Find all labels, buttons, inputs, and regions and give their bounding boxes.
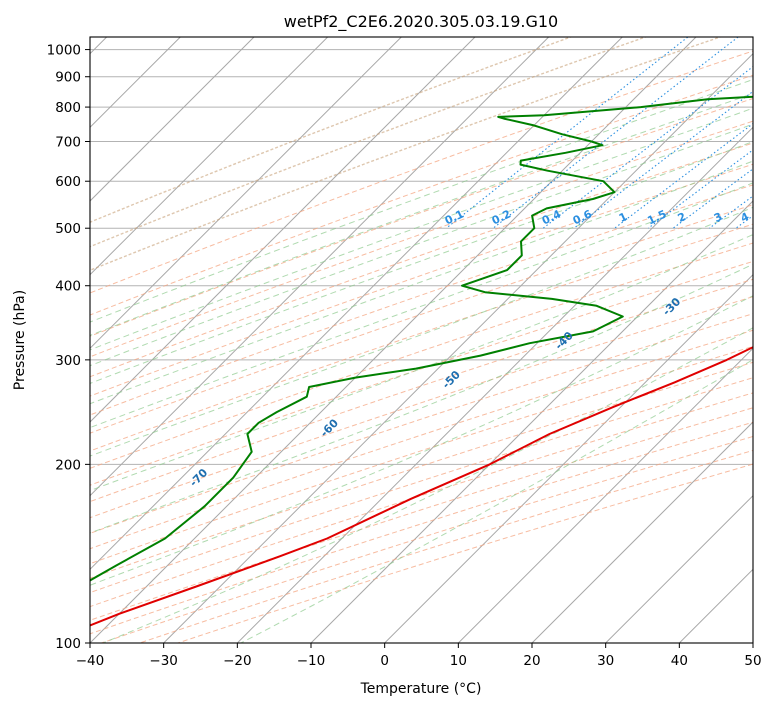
- dry-adiabat-line: [90, 260, 753, 486]
- x-tick-label: −30: [149, 653, 178, 669]
- dry-adiabat-line: [90, 242, 753, 469]
- y-tick-label: 700: [55, 134, 81, 150]
- dry-adiabat-line: [90, 223, 753, 452]
- moist-adiabat-line: [90, 206, 753, 457]
- chart-title: wetPf2_C2E6.2020.305.03.19.G10: [284, 12, 558, 32]
- dry-adiabat-line: [90, 392, 753, 608]
- isobar-grid: [90, 49, 753, 643]
- x-tick-label: −10: [297, 653, 326, 669]
- dry-adiabat-line: [90, 37, 573, 223]
- x-tick-label: 40: [671, 653, 688, 669]
- moist-adiabat-line: [90, 234, 753, 492]
- x-tick-label: 0: [380, 653, 389, 669]
- isotherm-line: [90, 37, 550, 497]
- dry-adiabat-line: [90, 313, 753, 534]
- y-tick-label: 100: [55, 636, 81, 652]
- dry-adiabat-line: [90, 377, 753, 594]
- isotherm-line: [605, 494, 753, 643]
- mixing-ratio-line: [445, 37, 689, 229]
- y-tick-label: 1000: [47, 43, 81, 59]
- isotherm-line: [90, 37, 329, 276]
- moist-adiabat-line: [90, 182, 753, 429]
- x-axis-label: Temperature (°C): [360, 681, 482, 697]
- x-tick-label: 20: [523, 653, 540, 669]
- x-tick-label: 10: [450, 653, 467, 669]
- isotherm-line: [384, 273, 753, 643]
- isotherm-line: [90, 37, 476, 423]
- dry-adiabat-line: [90, 98, 753, 337]
- plot-area: 0.10.20.40.611.52346810131620253036-100-…: [90, 37, 753, 643]
- y-tick-label: 400: [55, 279, 81, 295]
- moist-adiabat-line: [90, 78, 753, 323]
- mixing-ratio-lines: [445, 37, 753, 229]
- sounding-series: [90, 95, 753, 627]
- y-tick-label: 300: [55, 353, 81, 369]
- dry-adiabat-line: [90, 204, 753, 434]
- y-axis-label: Pressure (hPa): [12, 290, 28, 390]
- y-tick-label: 900: [55, 70, 81, 86]
- moist-adiabat-line: [90, 263, 753, 534]
- y-tick-label: 200: [55, 457, 81, 473]
- dry-adiabat-line: [90, 184, 753, 416]
- isotherm-line: [90, 37, 623, 571]
- isotherm-line: [90, 37, 255, 202]
- dry-adiabat-line: [90, 142, 753, 378]
- mixing-ratio-line: [672, 168, 753, 229]
- y-axis-ticks: 100 200 300 400 500 600 700 800 900 1000: [47, 43, 90, 652]
- moist-adiabat-line: [240, 359, 753, 643]
- x-tick-label: −40: [76, 653, 105, 669]
- x-axis-ticks: −40 −30 −20 −10 0 10 20 30 40 50: [76, 643, 762, 669]
- isotherm-line: [90, 37, 697, 643]
- y-tick-label: 600: [55, 174, 81, 190]
- moist-adiabat-line: [90, 92, 753, 337]
- y-tick-label: 800: [55, 100, 81, 116]
- dry-adiabat-line: [90, 329, 753, 550]
- plot-frame: [89, 36, 754, 644]
- dry-adiabat-line: [90, 37, 648, 248]
- isotherm-line: [236, 126, 753, 643]
- x-tick-label: −20: [223, 653, 252, 669]
- mixing-ratio-line: [614, 122, 753, 229]
- dry-adiabat-line: [90, 296, 753, 519]
- dewpoint-profile-line: [90, 95, 753, 582]
- x-tick-label: 50: [744, 653, 761, 669]
- isotherm-line: [531, 421, 753, 643]
- dry-adiabat-line: [90, 345, 753, 565]
- temperature-profile-line: [90, 346, 753, 627]
- dry-adiabat-line: [90, 278, 753, 503]
- dry-adiabat-line: [90, 50, 753, 294]
- y-tick-label: 500: [55, 221, 81, 237]
- isotherm-line: [457, 347, 753, 643]
- x-tick-label: 30: [597, 653, 614, 669]
- mixing-ratio-line: [492, 37, 740, 229]
- dry-adiabat-line: [90, 74, 753, 316]
